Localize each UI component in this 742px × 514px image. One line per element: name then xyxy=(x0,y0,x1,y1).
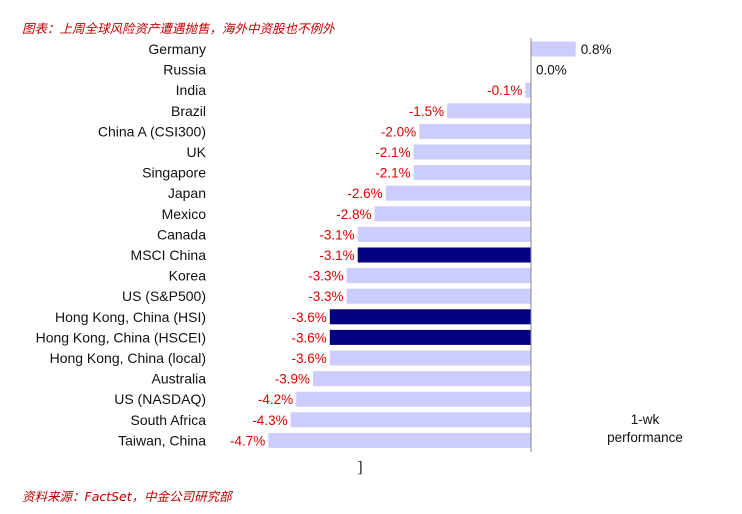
value-label-hong-kong-china-hscei: -3.6% xyxy=(292,330,327,345)
value-label-uk: -2.1% xyxy=(375,145,410,160)
value-label-canada: -3.1% xyxy=(319,227,354,242)
value-label-russia: 0.0% xyxy=(536,63,567,78)
bar-brazil xyxy=(447,103,531,119)
bar-hong-kong-china-hsi xyxy=(329,309,531,325)
value-label-australia: -3.9% xyxy=(275,372,310,387)
bar-japan xyxy=(385,185,531,201)
bar-msci-china xyxy=(357,247,531,263)
category-label-mexico: Mexico xyxy=(162,206,207,222)
category-label-korea: Korea xyxy=(169,268,207,284)
bar-us-nasdaq xyxy=(296,391,531,407)
category-label-india: India xyxy=(176,82,207,98)
bar-taiwan-china xyxy=(268,432,531,448)
bar-hong-kong-china-local xyxy=(329,350,531,366)
category-labels-group: Germany Russia India Brazil China A (CSI300)… xyxy=(36,41,207,448)
category-label-australia: Australia xyxy=(152,371,207,387)
category-label-us-nasdaq: US (NASDAQ) xyxy=(114,391,206,407)
legend-text-line1: 1-wk xyxy=(631,412,660,427)
bar-mexico xyxy=(374,206,531,222)
chart-source: 资料来源：FactSet，中金公司研究部 xyxy=(22,489,232,504)
value-label-mexico: -2.8% xyxy=(336,207,371,222)
category-label-hong-kong-china-hscei: Hong Kong, China (HSCEI) xyxy=(36,329,206,345)
bars-group xyxy=(268,41,576,448)
value-label-singapore: -2.1% xyxy=(375,166,410,181)
bar-canada xyxy=(357,226,531,242)
value-label-germany: 0.8% xyxy=(581,42,612,57)
category-label-msci-china: MSCI China xyxy=(131,247,207,263)
value-label-us-nasdaq: -4.2% xyxy=(258,392,293,407)
value-label-south-africa: -4.3% xyxy=(252,413,287,428)
bar-hong-kong-china-hscei xyxy=(329,329,531,345)
category-label-taiwan-china: Taiwan, China xyxy=(118,432,206,448)
bar-china-a-csi300 xyxy=(419,123,531,139)
category-label-south-africa: South Africa xyxy=(131,412,207,428)
category-label-hong-kong-china-hsi: Hong Kong, China (HSI) xyxy=(55,309,206,325)
chart-title: 图表：上周全球风险资产遭遇抛售，海外中资股也不例外 xyxy=(22,21,335,36)
category-label-china-a-csi300: China A (CSI300) xyxy=(98,123,206,139)
category-label-hong-kong-china-local: Hong Kong, China (local) xyxy=(50,350,206,366)
bar-australia xyxy=(313,371,531,387)
category-label-brazil: Brazil xyxy=(171,103,206,119)
value-label-india: -0.1% xyxy=(487,83,522,98)
bar-us-s-p500 xyxy=(346,288,531,304)
stray-bracket-mark: ] xyxy=(357,458,363,476)
category-label-us-s-p500: US (S&P500) xyxy=(122,288,206,304)
bar-germany xyxy=(531,41,576,57)
value-label-china-a-csi300: -2.0% xyxy=(381,124,416,139)
value-label-japan: -2.6% xyxy=(347,186,382,201)
bar-korea xyxy=(346,268,531,284)
value-label-msci-china: -3.1% xyxy=(319,248,354,263)
category-label-germany: Germany xyxy=(148,41,206,57)
value-label-brazil: -1.5% xyxy=(409,104,444,119)
bar-uk xyxy=(413,144,531,160)
value-label-korea: -3.3% xyxy=(308,269,343,284)
value-labels-group: 0.8% 0.0% -0.1% -1.5% -2.0% -2.1% -2.1% -2.6% -2… xyxy=(230,42,611,448)
bar-south-africa xyxy=(290,412,531,428)
bar-india xyxy=(525,82,531,98)
category-label-japan: Japan xyxy=(168,185,206,201)
category-label-uk: UK xyxy=(187,144,207,160)
category-label-russia: Russia xyxy=(163,62,206,78)
value-label-us-s-p500: -3.3% xyxy=(308,289,343,304)
bar-singapore xyxy=(413,165,531,181)
value-label-hong-kong-china-local: -3.6% xyxy=(292,351,327,366)
category-label-canada: Canada xyxy=(157,226,206,242)
category-label-singapore: Singapore xyxy=(142,165,206,181)
value-label-hong-kong-china-hsi: -3.6% xyxy=(292,310,327,325)
legend-text-line2: performance xyxy=(607,430,683,445)
value-label-taiwan-china: -4.7% xyxy=(230,433,265,448)
